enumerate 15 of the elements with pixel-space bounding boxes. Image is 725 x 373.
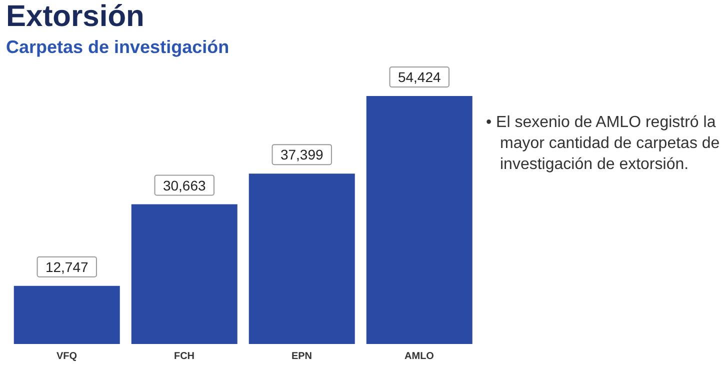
x-tick-label: AMLO: [404, 351, 434, 362]
data-label: 54,424: [398, 69, 441, 85]
data-label: 30,663: [162, 177, 206, 194]
bar: [131, 204, 238, 344]
bar: [14, 286, 120, 344]
text: • El sexenio de AMLO registró la mayor cantidad de carpetas de investigación de extorsión.: [486, 113, 721, 175]
x-tick-label: VFQ: [56, 351, 78, 362]
x-tick-label: FCH: [174, 351, 195, 362]
bar: [248, 174, 355, 344]
data-label: 12,747: [45, 258, 88, 275]
bar: [366, 96, 472, 344]
chart-subtitle: Carpetas de investigación: [6, 37, 230, 58]
data-label: 37,399: [280, 146, 324, 163]
x-tick-label: EPN: [291, 351, 312, 362]
chart-title: Extorsión: [6, 0, 144, 34]
